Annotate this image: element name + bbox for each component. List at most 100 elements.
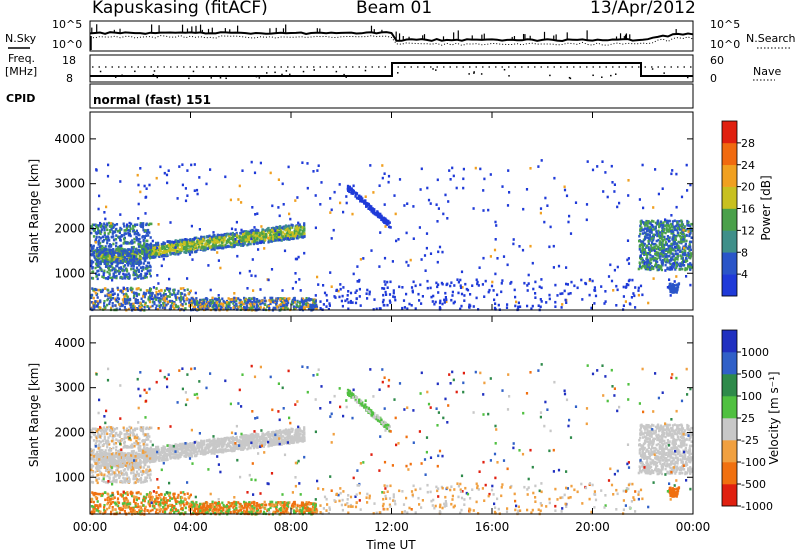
power-echo [675, 275, 678, 278]
power-echo [100, 230, 103, 234]
power-echo [677, 233, 680, 237]
power-echo [601, 160, 604, 163]
power-echo [155, 252, 158, 256]
power-echo [192, 307, 195, 311]
nave-dot [188, 77, 190, 80]
power-echo [132, 260, 136, 263]
power-echo [114, 275, 117, 278]
power-echo [232, 234, 235, 238]
power-echo [269, 240, 272, 243]
power-echo [103, 269, 106, 273]
power-echo [219, 266, 222, 270]
power-echo [683, 234, 686, 238]
power-echo [257, 229, 260, 232]
power-echo [412, 205, 415, 208]
power-echo [574, 201, 578, 204]
nave-label: Nave [753, 65, 781, 78]
power-echo [103, 231, 106, 235]
power-echo [345, 201, 348, 205]
power-echo [99, 260, 102, 263]
power-echo [119, 213, 122, 216]
power-echo [138, 259, 141, 263]
power-echo [548, 293, 551, 297]
power-echo [548, 297, 551, 301]
power-echo [616, 288, 619, 292]
power-echo [686, 189, 689, 192]
power-echo [183, 300, 186, 303]
power-echo [224, 175, 227, 179]
power-echo [346, 294, 349, 297]
power-echo [325, 305, 328, 308]
power-echo [283, 232, 286, 236]
power-echo [104, 277, 107, 280]
power-echo [648, 266, 652, 269]
power-echo [166, 287, 169, 290]
power-echo [190, 303, 193, 307]
power-echo [163, 242, 166, 246]
power-echo [96, 259, 99, 263]
power-echo [296, 300, 299, 304]
power-echo [109, 290, 112, 294]
power-echo [251, 240, 254, 243]
power-echo [283, 305, 286, 308]
power-echo [155, 176, 158, 180]
power-echo [235, 299, 238, 302]
power-echo [252, 298, 255, 302]
power-echo [133, 255, 136, 258]
power-echo [137, 242, 140, 246]
power-echo [357, 280, 360, 283]
power-echo [643, 222, 646, 226]
power-echo [349, 188, 352, 191]
power-echo [169, 292, 172, 295]
power-echo [150, 246, 153, 249]
power-echo [394, 298, 397, 302]
power-echo [680, 257, 683, 260]
power-echo [264, 238, 267, 242]
power-echo [193, 163, 196, 166]
power-echo [297, 305, 300, 308]
power-echo [140, 297, 143, 301]
power-echo [226, 232, 229, 236]
power-echo [675, 290, 678, 293]
power-echo [593, 286, 596, 289]
power-echo [155, 242, 158, 246]
power-echo [167, 244, 171, 248]
power-echo [363, 202, 366, 205]
power-echo [641, 249, 644, 253]
power-echo [147, 296, 150, 299]
power-echo [439, 307, 442, 310]
power-echo [301, 302, 304, 306]
power-echo [650, 219, 654, 223]
power-echo [292, 237, 295, 241]
power-echo [476, 282, 479, 286]
power-echo [298, 278, 301, 281]
power-echo [560, 306, 563, 309]
power-echo [338, 295, 341, 299]
power-echo [402, 299, 406, 302]
power-echo [202, 301, 205, 305]
power-echo [94, 231, 97, 234]
power-echo [682, 264, 685, 267]
power-echo [120, 249, 123, 252]
power-echo [312, 170, 315, 173]
power-echo [213, 244, 216, 247]
power-echo [385, 293, 388, 296]
power-echo [149, 292, 152, 295]
power-echo [99, 252, 102, 255]
power-echo [143, 249, 146, 252]
power-echo [95, 232, 98, 236]
power-echo [188, 304, 191, 307]
power-echo [689, 268, 692, 271]
freq-panel: Freq. [MHz] 18 8 60 0 Nave [5, 52, 781, 85]
power-echo [98, 235, 101, 239]
power-echo [276, 305, 279, 308]
power-echo [643, 224, 647, 227]
power-echo [627, 179, 630, 182]
power-echo [221, 238, 224, 242]
power-echo [136, 257, 139, 261]
power-echo [447, 200, 450, 203]
power-echo [98, 194, 101, 198]
power-echo [145, 289, 148, 292]
power-echo [107, 235, 110, 238]
